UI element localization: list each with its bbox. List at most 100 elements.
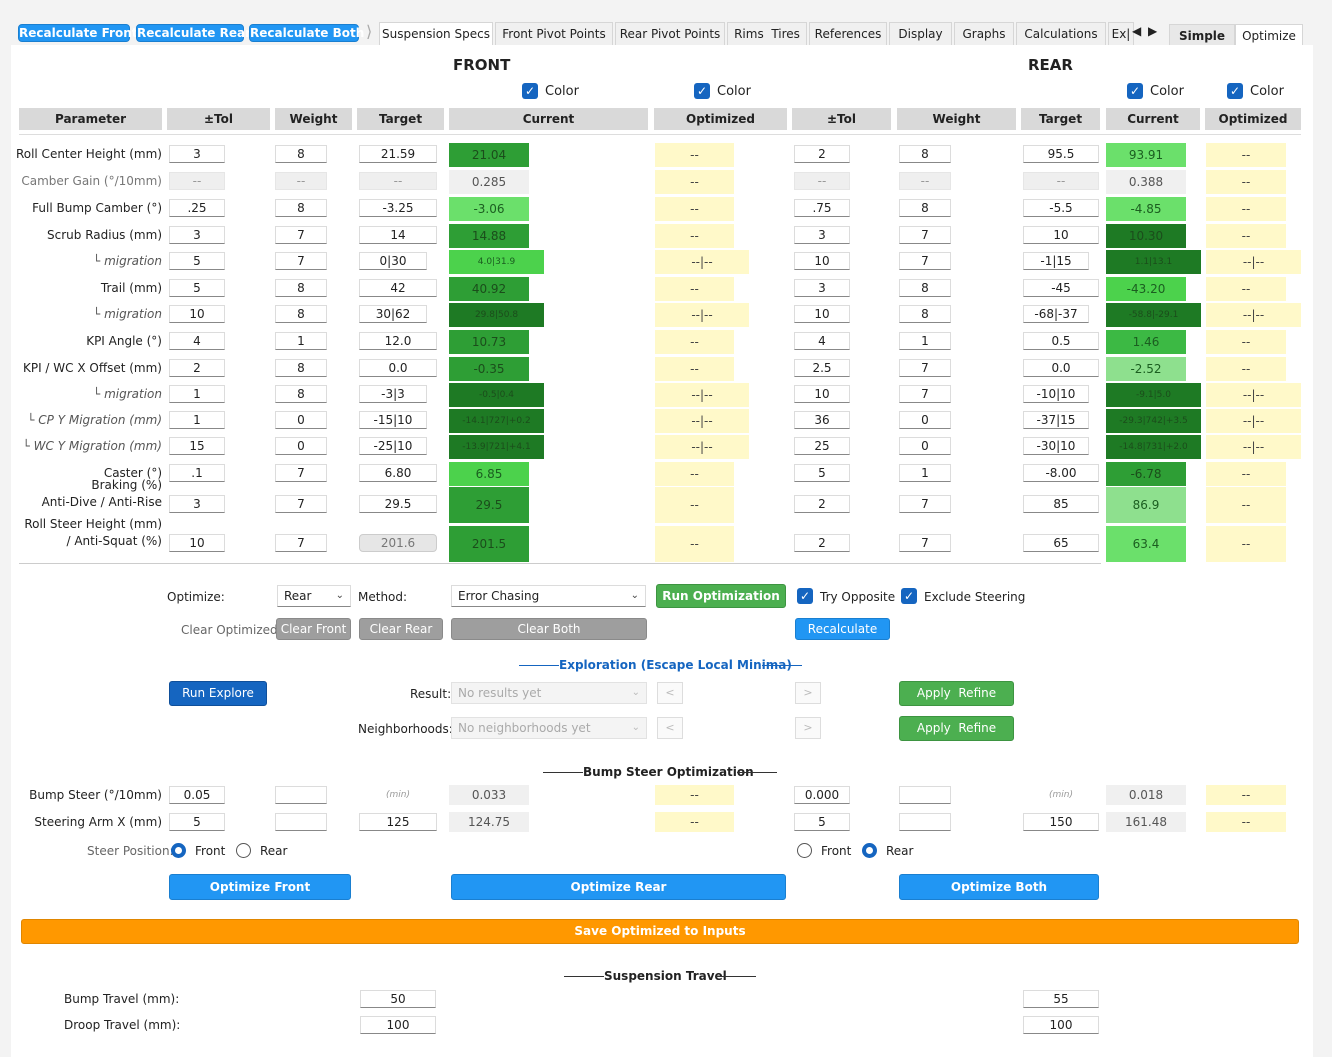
rear-target-input[interactable]: 10 [1023, 226, 1099, 244]
front-weight-input[interactable]: 8 [275, 359, 327, 377]
front-target-input[interactable]: 21.59 [359, 145, 437, 163]
clear-both-button[interactable]: Clear Both [451, 618, 647, 640]
rear-target-input[interactable]: -1|15 [1023, 252, 1089, 270]
front-tol-input[interactable]: 15 [169, 437, 225, 455]
tab-calculations[interactable]: Calculations [1016, 22, 1106, 46]
rear-target-input[interactable]: 150 [1023, 813, 1099, 831]
rear-tol-input[interactable]: 2 [794, 495, 850, 513]
rear-target-input[interactable]: -68|-37 [1023, 305, 1089, 323]
front-target-input[interactable]: 14 [359, 226, 437, 244]
front-target-input[interactable]: 6.80 [359, 464, 437, 482]
rear-tol-input[interactable]: .75 [794, 199, 850, 217]
front-optimized-color-checkbox[interactable]: ✓ [694, 83, 710, 99]
rear-tol-input[interactable]: 3 [794, 226, 850, 244]
tab-rims-tires[interactable]: Rims Tires [727, 22, 807, 46]
rear-weight-input[interactable]: 7 [899, 495, 951, 513]
front-target-input[interactable]: 30|62 [359, 305, 427, 323]
rear-tol-input[interactable]: 2.5 [794, 359, 850, 377]
rear-tol-input[interactable]: 36 [794, 411, 850, 429]
rear-weight-input[interactable]: 0 [899, 437, 951, 455]
rear-weight-input[interactable] [899, 813, 951, 831]
rear-tol-input[interactable]: 2 [794, 534, 850, 552]
front-tol-input[interactable]: 4 [169, 332, 225, 350]
save-optimized-button[interactable]: Save Optimized to Inputs [21, 919, 1299, 944]
clear-front-button[interactable]: Clear Front [276, 618, 351, 640]
front-weight-input[interactable]: 8 [275, 145, 327, 163]
rear-tol-input[interactable]: 10 [794, 305, 850, 323]
front-tol-input[interactable]: 3 [169, 226, 225, 244]
neighborhood-prev-button[interactable]: < [657, 717, 683, 739]
rear-weight-input[interactable]: 7 [899, 252, 951, 270]
front-tol-input[interactable]: 1 [169, 385, 225, 403]
front-bump-travel-input[interactable]: 50 [360, 990, 436, 1008]
method-select[interactable]: Error Chasing ⌄ [451, 585, 646, 607]
rear-target-input[interactable]: -45 [1023, 279, 1099, 297]
rear-tol-input[interactable]: 3 [794, 279, 850, 297]
rear-weight-input[interactable]: 1 [899, 332, 951, 350]
front-target-input[interactable]: -15|10 [359, 411, 427, 429]
recalculate-both-button[interactable]: Recalculate Both [249, 24, 365, 42]
tab-references[interactable]: References [809, 22, 887, 46]
tab-display[interactable]: Display [889, 22, 952, 46]
front-weight-input[interactable] [275, 813, 327, 831]
tab-optimize[interactable]: Optimize [1235, 24, 1303, 48]
rear-target-input[interactable]: 0.5 [1023, 332, 1099, 350]
optimize-select[interactable]: Rear ⌄ [277, 585, 351, 607]
result-select[interactable]: No results yet ⌄ [451, 682, 647, 704]
rear-target-input[interactable]: -30|10 [1023, 437, 1089, 455]
tab-front-pivot-points[interactable]: Front Pivot Points [495, 22, 613, 46]
exclude-steering-checkbox[interactable]: ✓ [901, 588, 917, 604]
optimize-both-button[interactable]: Optimize Both [899, 874, 1099, 900]
rear-target-input[interactable]: -8.00 [1023, 464, 1099, 482]
optimize-rear-button[interactable]: Optimize Rear [451, 874, 786, 900]
front-target-input[interactable]: -3.25 [359, 199, 437, 217]
front-steer-front-radio[interactable] [171, 843, 186, 858]
rear-optimized-color-checkbox[interactable]: ✓ [1227, 83, 1243, 99]
optimize-front-button[interactable]: Optimize Front [169, 874, 351, 900]
front-weight-input[interactable]: 7 [275, 464, 327, 482]
apply-refine-result-button[interactable]: Apply Refine [899, 681, 1014, 706]
front-weight-input[interactable]: 8 [275, 279, 327, 297]
front-weight-input[interactable]: 0 [275, 437, 327, 455]
rear-target-input[interactable]: 95.5 [1023, 145, 1099, 163]
rear-weight-input[interactable]: 8 [899, 145, 951, 163]
rear-tol-input[interactable]: 10 [794, 252, 850, 270]
front-tol-input[interactable]: 3 [169, 495, 225, 513]
front-tol-input[interactable]: 5 [169, 279, 225, 297]
rear-steer-rear-radio[interactable] [862, 843, 877, 858]
front-weight-input[interactable] [275, 786, 327, 804]
front-target-input[interactable]: 0|30 [359, 252, 427, 270]
front-weight-input[interactable]: 7 [275, 252, 327, 270]
rear-weight-input[interactable]: 7 [899, 534, 951, 552]
front-weight-input[interactable]: 7 [275, 495, 327, 513]
tab-scroll-left-icon[interactable]: ◀ [1132, 24, 1142, 38]
tab-suspension-specs[interactable]: Suspension Specs [379, 22, 493, 46]
front-weight-input[interactable]: 8 [275, 305, 327, 323]
apply-refine-neighborhood-button[interactable]: Apply Refine [899, 716, 1014, 741]
front-current-color-checkbox[interactable]: ✓ [522, 83, 538, 99]
tab-simple[interactable]: Simple [1169, 24, 1235, 48]
rear-target-input[interactable]: 85 [1023, 495, 1099, 513]
front-target-input[interactable]: 0.0 [359, 359, 437, 377]
rear-target-input[interactable]: -5.5 [1023, 199, 1099, 217]
neighborhood-next-button[interactable]: > [795, 717, 821, 739]
front-tol-input[interactable]: 1 [169, 411, 225, 429]
front-target-input[interactable]: 29.5 [359, 495, 437, 513]
rear-tol-input[interactable]: 5 [794, 464, 850, 482]
front-target-input[interactable]: -25|10 [359, 437, 427, 455]
clear-rear-button[interactable]: Clear Rear [359, 618, 443, 640]
result-prev-button[interactable]: < [657, 682, 683, 704]
front-weight-input[interactable]: 8 [275, 199, 327, 217]
front-weight-input[interactable]: 7 [275, 534, 327, 552]
front-tol-input[interactable]: 10 [169, 534, 225, 552]
run-optimization-button[interactable]: Run Optimization [656, 584, 786, 608]
rear-tol-input[interactable]: 0.000 [794, 786, 850, 804]
rear-target-input[interactable]: -10|10 [1023, 385, 1089, 403]
rear-weight-input[interactable]: 1 [899, 464, 951, 482]
rear-weight-input[interactable]: 7 [899, 385, 951, 403]
tab-scroll-right-icon[interactable]: ▶ [1148, 24, 1158, 38]
front-target-input[interactable]: 12.0 [359, 332, 437, 350]
front-tol-input[interactable]: 2 [169, 359, 225, 377]
front-target-input[interactable]: 125 [359, 813, 437, 831]
front-target-input[interactable]: -3|3 [359, 385, 427, 403]
